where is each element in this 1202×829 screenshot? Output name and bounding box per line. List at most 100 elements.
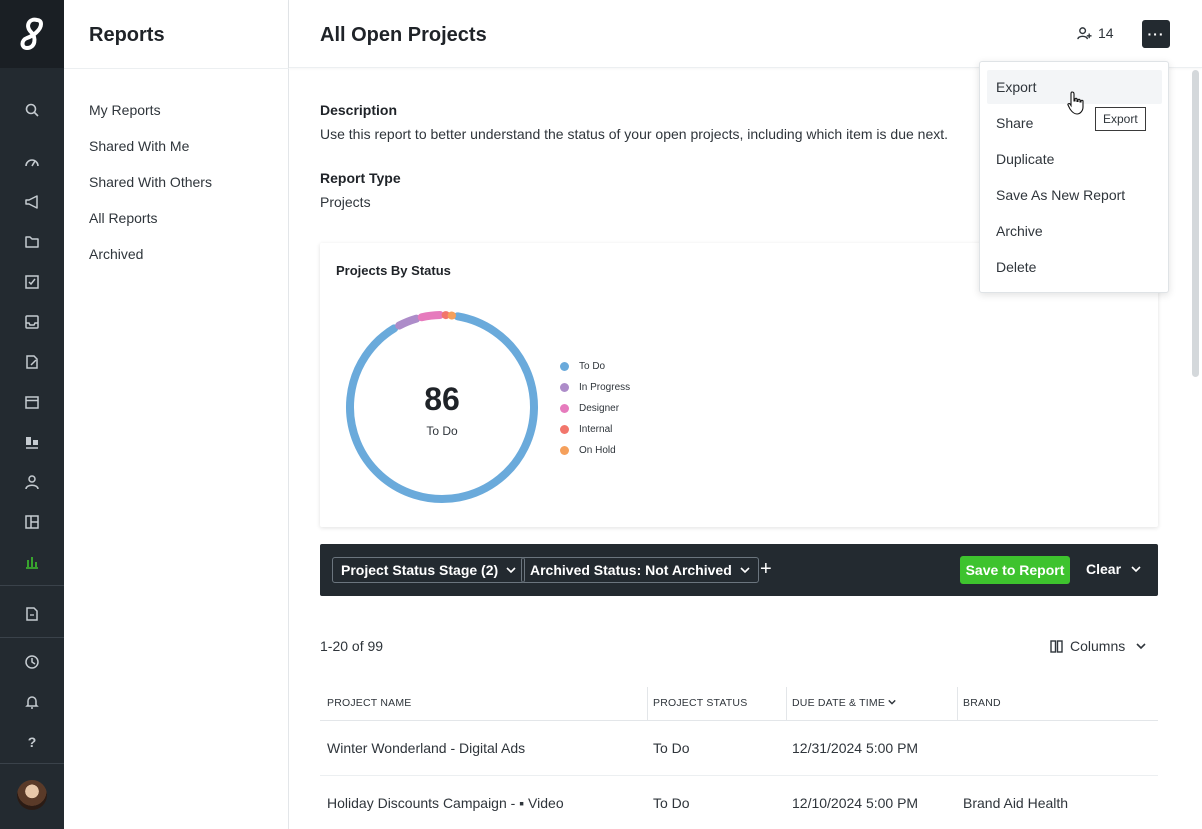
column-header-due-date[interactable]: DUE DATE & TIME: [792, 697, 896, 709]
menu-item-delete[interactable]: Delete: [996, 259, 1037, 275]
layout-icon[interactable]: [0, 510, 64, 534]
legend-label: To Do: [579, 361, 606, 372]
clear-filters-button[interactable]: Clear: [1086, 561, 1141, 577]
legend-label: In Progress: [579, 382, 631, 393]
add-user-icon: [1077, 26, 1092, 39]
status-donut-chart: [346, 311, 538, 503]
calendar-icon[interactable]: [0, 390, 64, 414]
subnav-item-my-reports[interactable]: My Reports: [89, 102, 161, 118]
user-icon[interactable]: [0, 470, 64, 494]
subnav-item-shared-with-me[interactable]: Shared With Me: [89, 138, 190, 154]
bell-icon[interactable]: [0, 690, 64, 714]
chevron-down-icon: [1136, 643, 1146, 650]
more-options-button[interactable]: ···: [1142, 20, 1170, 48]
subnav-item-all-reports[interactable]: All Reports: [89, 210, 158, 226]
rail-divider: [0, 763, 64, 764]
subnav-divider: [64, 68, 289, 69]
board-icon[interactable]: [0, 430, 64, 454]
legend-swatch: [560, 425, 569, 434]
folder-icon[interactable]: [0, 230, 64, 254]
reports-subnav: Reports My Reports Shared With Me Shared…: [64, 0, 289, 829]
page-title: All Open Projects: [320, 24, 487, 46]
legend-item[interactable]: Internal: [560, 419, 630, 440]
donut-slice-to-do[interactable]: [346, 312, 538, 503]
projects-table: PROJECT NAME PROJECT STATUS DUE DATE & T…: [320, 687, 1158, 829]
rail-divider: [0, 637, 64, 638]
cell-due-date: 12/10/2024 5:00 PM: [792, 795, 919, 811]
sort-desc-icon: [888, 699, 896, 705]
filter-chip-label: Project Status Stage (2): [341, 562, 499, 578]
proof-icon[interactable]: [0, 350, 64, 374]
chart-title: Projects By Status: [336, 263, 451, 278]
column-header-brand[interactable]: BRAND: [963, 697, 1001, 709]
legend-item[interactable]: On Hold: [560, 440, 630, 461]
columns-icon: [1050, 639, 1063, 653]
legend-swatch: [560, 383, 569, 392]
scrollbar[interactable]: [1192, 70, 1199, 377]
inbox-icon[interactable]: [0, 310, 64, 334]
columns-label: Columns: [1070, 638, 1126, 654]
cell-project-name[interactable]: Winter Wonderland - Digital Ads: [327, 740, 526, 756]
donut-slice-designer[interactable]: [417, 311, 444, 322]
rail-divider: [0, 585, 64, 586]
reports-icon[interactable]: [0, 550, 64, 574]
menu-item-save-as-new-report[interactable]: Save As New Report: [996, 187, 1126, 203]
search-icon[interactable]: [0, 98, 64, 122]
menu-item-duplicate[interactable]: Duplicate: [996, 151, 1055, 167]
table-row[interactable]: Holiday Discounts Campaign - ▪ Video To …: [320, 776, 1158, 829]
share-users-button[interactable]: 14: [1077, 25, 1114, 41]
column-header-project-status[interactable]: PROJECT STATUS: [653, 697, 748, 709]
logo-icon: [20, 17, 44, 51]
hand-cursor-icon: [1067, 91, 1084, 115]
filter-chip-status-stage[interactable]: Project Status Stage (2): [332, 557, 526, 583]
cell-project-status: To Do: [653, 795, 690, 811]
report-type-value: Projects: [320, 194, 371, 210]
column-divider: [647, 687, 648, 721]
cell-project-status: To Do: [653, 740, 690, 756]
filter-chip-archived-status[interactable]: Archived Status: Not Archived: [521, 557, 759, 583]
table-header: PROJECT NAME PROJECT STATUS DUE DATE & T…: [320, 687, 1158, 721]
column-header-project-name[interactable]: PROJECT NAME: [327, 697, 412, 709]
subnav-item-shared-with-others[interactable]: Shared With Others: [89, 174, 212, 190]
tasks-icon[interactable]: [0, 270, 64, 294]
table-row[interactable]: Winter Wonderland - Digital Ads To Do 12…: [320, 721, 1158, 776]
donut-center-label: To Do: [426, 424, 458, 438]
chart-legend: To Do In Progress Designer Internal On Hold: [560, 356, 630, 461]
legend-item[interactable]: Designer: [560, 398, 630, 419]
help-icon[interactable]: ?: [27, 734, 37, 750]
app-logo[interactable]: [0, 0, 64, 68]
legend-label: Designer: [579, 403, 620, 414]
export-tooltip: Export: [1095, 107, 1146, 131]
save-to-report-button[interactable]: Save to Report: [960, 556, 1070, 584]
menu-item-archive[interactable]: Archive: [996, 223, 1043, 239]
legend-item[interactable]: In Progress: [560, 377, 630, 398]
column-divider: [957, 687, 958, 721]
page-header: All Open Projects 14 ···: [289, 0, 1202, 68]
pagination-summary: 1-20 of 99: [320, 638, 384, 654]
subnav-item-archived[interactable]: Archived: [89, 246, 144, 262]
clock-icon[interactable]: [0, 650, 64, 674]
filter-bar: Project Status Stage (2) Archived Status…: [320, 544, 1158, 596]
legend-swatch: [560, 362, 569, 371]
legend-swatch: [560, 404, 569, 413]
cell-project-name[interactable]: Holiday Discounts Campaign - ▪ Video: [327, 795, 564, 811]
app-rail: ?: [0, 0, 64, 829]
column-header-label: DUE DATE & TIME: [792, 697, 886, 709]
donut-slice-in-progress[interactable]: [395, 314, 421, 330]
columns-button[interactable]: Columns: [1050, 638, 1146, 654]
legend-item[interactable]: To Do: [560, 356, 630, 377]
legend-label: On Hold: [579, 445, 616, 456]
megaphone-icon[interactable]: [0, 190, 64, 214]
chevron-down-icon: [1131, 566, 1141, 573]
section-title: Reports: [89, 24, 165, 46]
clear-label: Clear: [1086, 561, 1122, 577]
dashboard-icon[interactable]: [0, 150, 64, 174]
column-divider: [786, 687, 787, 721]
legend-swatch: [560, 446, 569, 455]
menu-item-share[interactable]: Share: [996, 115, 1034, 131]
description-label: Description: [320, 102, 398, 118]
document-icon[interactable]: [0, 602, 64, 626]
avatar[interactable]: [17, 780, 47, 810]
description-text: Use this report to better understand the…: [320, 126, 949, 142]
add-filter-button[interactable]: +: [760, 558, 772, 580]
